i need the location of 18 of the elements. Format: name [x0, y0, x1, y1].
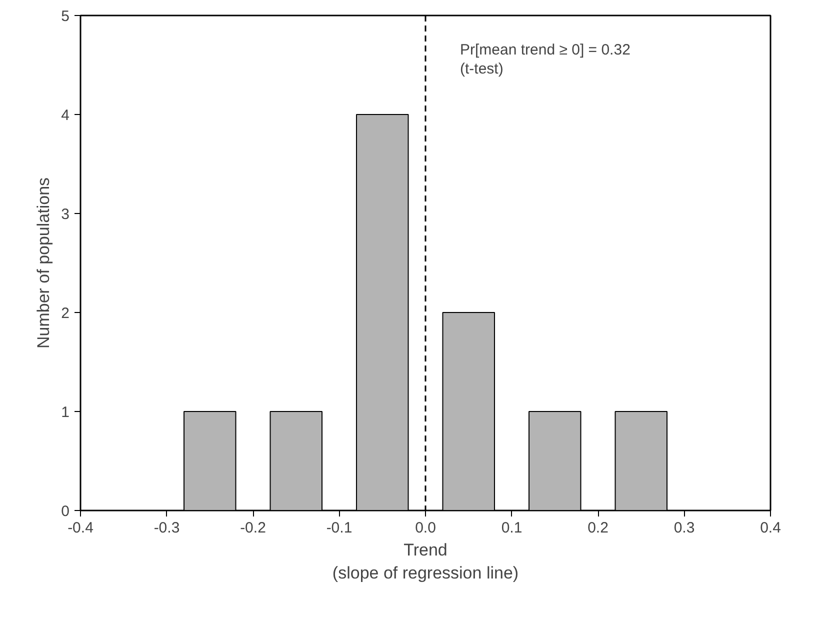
- x-tick-label: 0.2: [588, 520, 608, 536]
- x-tick-label: -0.1: [326, 520, 352, 536]
- y-axis-title: Number of populations: [34, 177, 54, 349]
- annotation: Pr[mean trend ≥ 0] = 0.32 (t-test): [460, 42, 630, 78]
- x-tick-label: 0.3: [674, 520, 695, 536]
- y-tick-label: 0: [61, 503, 70, 520]
- y-tick-label: 2: [61, 305, 70, 322]
- x-axis-title: Trend (slope of regression line): [332, 540, 519, 582]
- x-tick-label: 0.0: [415, 520, 436, 536]
- y-tick-label: 4: [61, 107, 70, 124]
- y-tick-label: 1: [61, 404, 70, 421]
- x-tick-label: 0.4: [760, 520, 781, 536]
- x-tick-label: -0.2: [240, 520, 266, 536]
- x-tick-label: 0.1: [501, 520, 522, 536]
- x-tick-label: -0.3: [154, 520, 180, 536]
- y-tick-label: 5: [61, 8, 70, 25]
- x-tick-label: -0.4: [68, 520, 94, 536]
- y-tick-label: 3: [61, 206, 70, 223]
